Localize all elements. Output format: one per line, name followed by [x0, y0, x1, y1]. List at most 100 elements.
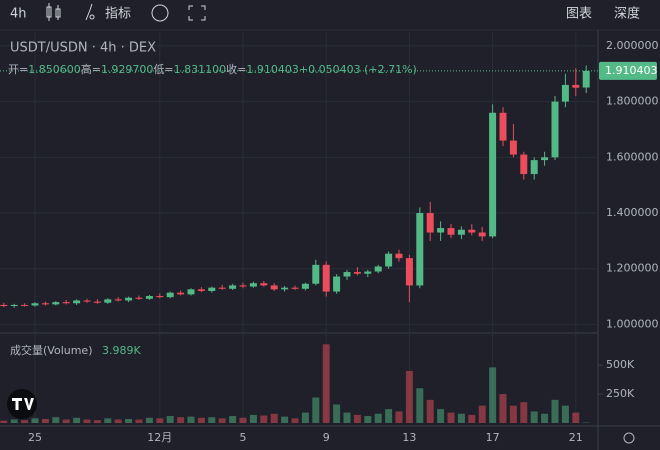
volume-bar: [187, 416, 195, 423]
volume-bar: [385, 409, 393, 423]
legend-key: 高=: [81, 62, 101, 76]
volume-bar: [374, 413, 382, 423]
volume-tick-label: 250K: [606, 387, 635, 400]
candle-icon[interactable]: [46, 3, 61, 21]
candle-body: [468, 229, 476, 233]
candle-body: [125, 297, 133, 301]
candle-body: [478, 232, 486, 237]
y-tick-label: 1.400000: [606, 206, 659, 219]
candle-body: [343, 272, 351, 277]
volume-bar: [10, 419, 18, 423]
candle-body: [374, 266, 382, 272]
volume-bar: [260, 415, 268, 423]
last-price-label: 1.910403: [605, 64, 658, 77]
candle-body: [104, 299, 112, 303]
x-tick-label: 17: [486, 431, 500, 444]
indicator-icon[interactable]: [85, 3, 95, 21]
volume-bar: [239, 417, 247, 423]
candle-body: [93, 301, 101, 303]
volume-bar: [541, 413, 549, 423]
candle-body: [281, 287, 289, 290]
volume-bar: [229, 416, 237, 423]
volume-bar: [31, 418, 39, 423]
x-tick-label: 5: [240, 431, 247, 444]
axis-settings-icon[interactable]: [623, 432, 635, 444]
volume-bar: [301, 412, 309, 423]
settings-icon[interactable]: [151, 4, 169, 22]
volume-bar: [312, 397, 320, 423]
volume-bar: [21, 420, 29, 423]
candle-body: [457, 229, 465, 235]
legend-change: +0.050403 (+2.71%): [299, 63, 417, 76]
volume-bar: [499, 394, 507, 423]
volume-bar: [416, 388, 424, 423]
candle-body: [270, 285, 278, 290]
chart-tab[interactable]: 图表: [566, 7, 592, 22]
candle-body: [509, 140, 517, 155]
candle-body: [52, 302, 60, 305]
candle-body: [530, 160, 538, 175]
candle-body: [489, 112, 497, 237]
volume-bar: [52, 417, 60, 423]
x-tick-label: 9: [323, 431, 330, 444]
candle-body: [499, 112, 507, 141]
volume-bar: [353, 414, 361, 423]
volume-bar: [561, 405, 569, 423]
candle-body: [0, 304, 8, 307]
candle-body: [218, 287, 226, 289]
depth-tab[interactable]: 深度: [614, 6, 640, 22]
candle-body: [353, 272, 361, 274]
candle-body: [145, 296, 153, 299]
volume-bar: [457, 413, 465, 423]
indicators-button[interactable]: 指标: [105, 7, 131, 22]
candle-body: [520, 154, 528, 175]
fullscreen-icon[interactable]: [188, 5, 206, 21]
candle-body: [447, 228, 455, 235]
candle-body: [395, 253, 403, 259]
candle-body: [10, 304, 18, 307]
y-tick-label: 2.000000: [606, 39, 659, 52]
volume-bar: [322, 344, 330, 423]
volume-bar: [114, 419, 122, 423]
candle-body: [187, 289, 195, 295]
candle-body: [364, 271, 372, 274]
volume-bar: [156, 418, 164, 423]
y-tick-label: 1.000000: [606, 317, 659, 330]
candle-body: [322, 264, 330, 292]
candle-body: [572, 84, 580, 88]
volume-bar: [208, 417, 216, 423]
candle-body: [41, 303, 49, 305]
candle-body: [166, 292, 174, 298]
volume-bar: [447, 412, 455, 423]
volume-bar: [93, 420, 101, 423]
volume-bar: [478, 405, 486, 423]
candle-body: [291, 287, 299, 289]
volume-bar: [572, 412, 580, 423]
volume-bar: [145, 417, 153, 423]
candle-body: [156, 296, 164, 298]
volume-bar: [166, 416, 174, 423]
candle-body: [312, 264, 320, 284]
candle-body: [416, 213, 424, 286]
volume-bar: [437, 409, 445, 423]
volume-bar: [395, 411, 403, 423]
legend-key: 收=: [226, 62, 246, 76]
candle-body: [21, 304, 29, 306]
volume-bar: [468, 414, 476, 423]
last-price-tag: [599, 61, 657, 80]
volume-bar: [249, 414, 257, 423]
volume-bar: [426, 399, 434, 423]
marks: [0, 65, 598, 423]
volume-bar: [0, 420, 8, 423]
candle-body: [62, 302, 70, 304]
volume-bar: [509, 405, 517, 423]
candle-body: [229, 285, 237, 289]
volume-bar: [551, 399, 559, 423]
candle-body: [405, 258, 413, 286]
x-tick-label: 12月: [147, 431, 172, 444]
volume-title: 成交量(Volume): [10, 343, 93, 357]
candle-body: [301, 283, 309, 289]
interval-button[interactable]: 4h: [10, 7, 27, 22]
legend-key: 低=: [153, 63, 173, 76]
candle-body: [208, 287, 216, 292]
